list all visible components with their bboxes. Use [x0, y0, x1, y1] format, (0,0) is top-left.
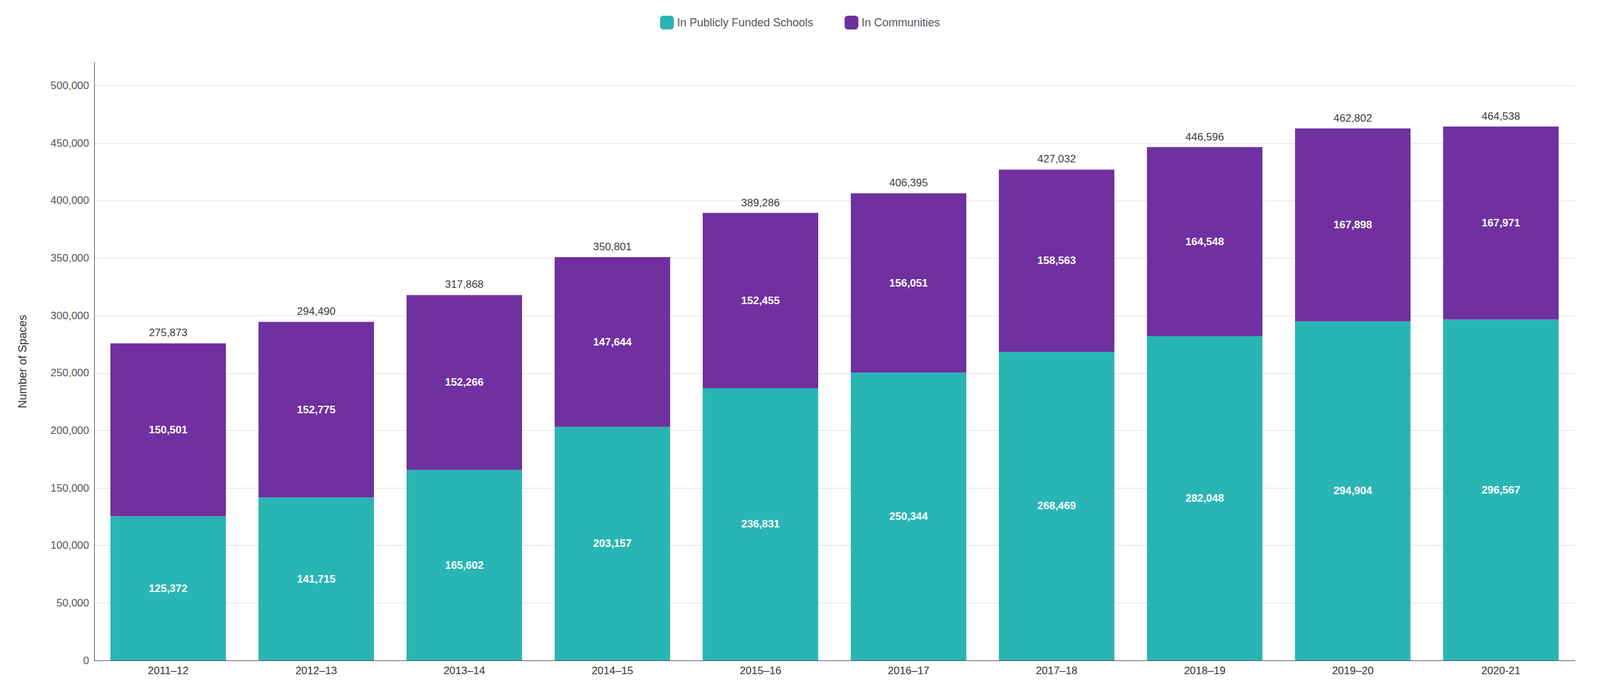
- svg-text:268,469: 268,469: [1037, 500, 1076, 512]
- svg-text:100,000: 100,000: [50, 539, 90, 552]
- svg-text:147,644: 147,644: [592, 336, 632, 349]
- svg-text:2017–18: 2017–18: [1035, 665, 1078, 678]
- svg-text:152,455: 152,455: [741, 294, 780, 307]
- svg-text:317,868: 317,868: [444, 278, 484, 291]
- svg-text:2011–12: 2011–12: [148, 665, 189, 678]
- svg-text:350,801: 350,801: [592, 240, 632, 253]
- svg-text:427,032: 427,032: [1037, 153, 1076, 166]
- svg-text:0: 0: [83, 655, 90, 667]
- svg-text:2020-21: 2020-21: [1481, 665, 1521, 678]
- svg-text:2013–14: 2013–14: [443, 665, 486, 678]
- svg-text:296,567: 296,567: [1481, 484, 1520, 497]
- svg-text:152,775: 152,775: [296, 404, 336, 416]
- svg-text:156,051: 156,051: [889, 277, 928, 290]
- svg-text:350,000: 350,000: [50, 252, 90, 265]
- svg-text:165,602: 165,602: [444, 559, 484, 572]
- svg-text:167,898: 167,898: [1333, 218, 1372, 231]
- svg-text:158,563: 158,563: [1037, 254, 1076, 267]
- svg-text:2016–17: 2016–17: [887, 665, 930, 678]
- svg-text:2012–13: 2012–13: [295, 665, 337, 678]
- svg-text:250,344: 250,344: [889, 510, 928, 523]
- svg-text:In Publicly Funded Schools: In Publicly Funded Schools: [677, 16, 814, 29]
- svg-text:300,000: 300,000: [50, 309, 90, 322]
- svg-text:50,000: 50,000: [56, 597, 90, 610]
- svg-text:462,802: 462,802: [1333, 112, 1372, 125]
- svg-text:389,286: 389,286: [741, 197, 780, 209]
- svg-text:150,501: 150,501: [148, 424, 187, 437]
- svg-text:141,715: 141,715: [296, 573, 336, 586]
- svg-text:250,000: 250,000: [50, 367, 90, 379]
- svg-text:464,538: 464,538: [1481, 110, 1520, 123]
- svg-text:200,000: 200,000: [50, 424, 90, 437]
- svg-text:450,000: 450,000: [50, 137, 90, 150]
- svg-text:294,904: 294,904: [1333, 485, 1373, 497]
- svg-text:2019–20: 2019–20: [1332, 665, 1374, 678]
- svg-text:2015–16: 2015–16: [739, 665, 782, 678]
- svg-text:236,831: 236,831: [741, 518, 780, 531]
- svg-text:400,000: 400,000: [50, 194, 90, 207]
- svg-text:125,372: 125,372: [148, 582, 187, 595]
- svg-text:152,266: 152,266: [444, 376, 484, 389]
- svg-text:406,395: 406,395: [889, 176, 928, 189]
- svg-text:2018–19: 2018–19: [1184, 665, 1226, 678]
- svg-text:150,000: 150,000: [50, 482, 90, 495]
- svg-text:2014–15: 2014–15: [591, 665, 634, 678]
- svg-text:167,971: 167,971: [1481, 217, 1520, 230]
- svg-text:Number of Spaces: Number of Spaces: [16, 314, 29, 409]
- svg-text:164,548: 164,548: [1185, 235, 1224, 248]
- svg-text:203,157: 203,157: [592, 537, 632, 550]
- svg-text:In Communities: In Communities: [861, 16, 940, 29]
- svg-text:446,596: 446,596: [1185, 131, 1224, 144]
- svg-text:500,000: 500,000: [50, 79, 90, 92]
- svg-text:275,873: 275,873: [148, 326, 187, 339]
- svg-text:282,048: 282,048: [1185, 492, 1224, 505]
- svg-text:294,490: 294,490: [296, 305, 336, 318]
